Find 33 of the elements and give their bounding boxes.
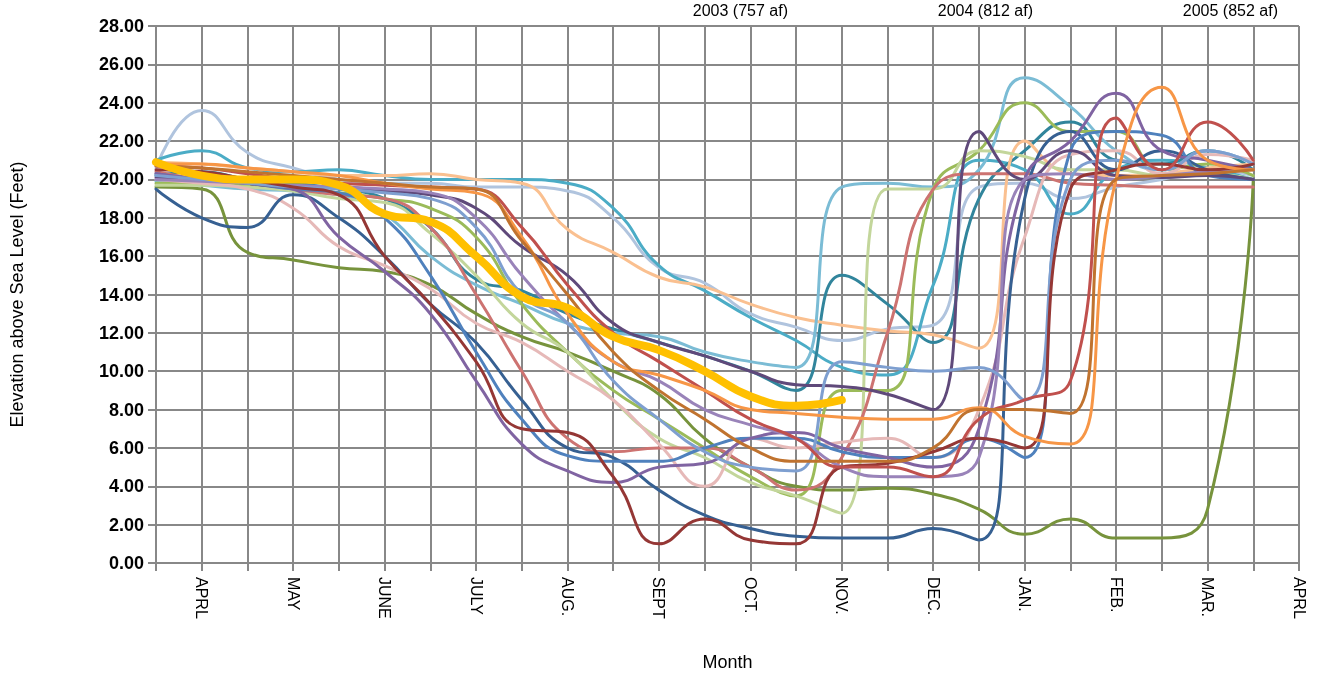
y-axis-title: Elevation above Sea Level (Feet) xyxy=(7,161,27,428)
x-tick-label: SEPT xyxy=(650,577,668,620)
y-tick-label: 14.00 xyxy=(98,284,144,305)
y-tick-label: 28.00 xyxy=(98,16,144,36)
x-tick-label: FEB. xyxy=(1107,577,1125,613)
text: 2003 (757 af) xyxy=(692,1,789,19)
x-tick-label: MAY xyxy=(284,577,302,611)
x-tick-label: OCT. xyxy=(741,577,759,614)
y-tick-label: 18.00 xyxy=(98,207,144,228)
x-tick-label: NOV. xyxy=(833,577,851,615)
y-tick-label: 6.00 xyxy=(108,437,144,458)
x-axis-title: Month xyxy=(702,652,753,672)
x-tick-label: MAR. xyxy=(1199,577,1217,617)
y-tick-label: 12.00 xyxy=(98,322,144,343)
y-tick-label: 22.00 xyxy=(98,131,144,152)
y-tick-label: 0.00 xyxy=(108,553,144,573)
y-tick-label: 24.00 xyxy=(98,92,144,113)
y-tick-label: 8.00 xyxy=(108,399,144,420)
y-tick-label: 20.00 xyxy=(98,169,144,190)
y-tick-label: 4.00 xyxy=(108,476,144,497)
y-tick-label: 16.00 xyxy=(98,246,144,267)
x-tick-label: APRL xyxy=(1290,577,1308,619)
x-tick-label: JAN. xyxy=(1016,577,1034,612)
text: 2004 (812 af) xyxy=(937,1,1034,19)
y-tick-label: 26.00 xyxy=(98,54,144,75)
text: 2005 (852 af) xyxy=(1182,1,1279,19)
y-tick-label: 10.00 xyxy=(98,361,144,382)
y-tick-label: 2.00 xyxy=(108,514,144,535)
x-tick-label: APRL xyxy=(193,577,211,619)
x-tick-label: JULY xyxy=(467,577,485,616)
x-tick-label: DEC. xyxy=(924,577,942,616)
x-tick-label: AUG. xyxy=(558,577,576,617)
x-tick-label: JUNE xyxy=(376,577,394,619)
